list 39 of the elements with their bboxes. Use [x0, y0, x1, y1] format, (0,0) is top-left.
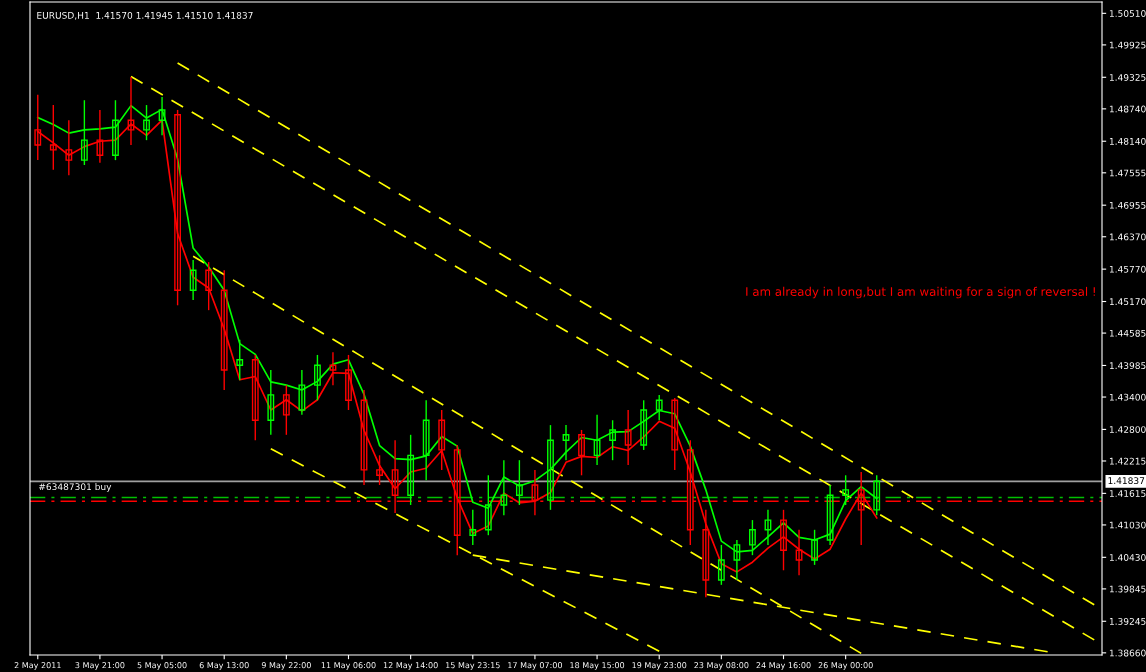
- y-tick-label: 1.48140: [1109, 137, 1146, 145]
- y-tick-label: 1.45770: [1109, 265, 1146, 273]
- y-tick-label: 1.49325: [1109, 74, 1146, 81]
- y-tick-label: 1.41030: [1109, 521, 1146, 529]
- annotation: I am already in long,but I am waiting for a sign of reversal !: [746, 286, 1095, 299]
- x-tick-label: 9 May 22:00: [261, 662, 311, 670]
- y-tick-label: 1.41615: [1109, 490, 1146, 497]
- y-tick-label: 1.46955: [1109, 201, 1146, 209]
- y-tick-label: 1.50510: [1109, 10, 1146, 17]
- ref-line-label: 1.41837: [1108, 477, 1145, 485]
- x-tick-label: 15 May 23:15: [446, 662, 500, 670]
- text: EURUSD,H1 1.41570 1.41945 1.41510 1.41837: [37, 11, 253, 20]
- x-tick-label: 2 May 2011: [14, 662, 61, 670]
- y-tick-label: 1.46370: [1109, 233, 1146, 241]
- y-tick-label: 1.43400: [1109, 393, 1146, 401]
- y-tick-label: 1.39845: [1109, 585, 1146, 593]
- x-tick-label: 23 May 08:00: [694, 662, 749, 670]
- ref-line-label: #63487301 buy: [39, 483, 112, 492]
- x-tick-label: 26 May 00:00: [818, 662, 873, 670]
- x-tick-label: 19 May 23:00: [632, 662, 687, 670]
- y-tick-label: 1.49925: [1109, 41, 1146, 49]
- y-tick-label: 1.44585: [1109, 329, 1146, 337]
- y-tick-label: 1.42800: [1109, 426, 1146, 433]
- y-tick-label: 1.39245: [1109, 618, 1146, 625]
- x-tick-label: 12 May 14:00: [383, 662, 438, 670]
- x-tick-label: 17 May 07:00: [508, 662, 563, 670]
- y-tick-label: 1.42215: [1109, 457, 1146, 465]
- x-tick-label: 24 May 16:00: [756, 662, 811, 670]
- y-tick-label: 1.40430: [1109, 554, 1146, 561]
- y-tick-label: 1.38660: [1109, 649, 1146, 657]
- x-tick-label: 5 May 05:00: [137, 662, 187, 670]
- x-tick-label: 3 May 21:00: [75, 662, 125, 670]
- x-tick-label: 18 May 15:00: [570, 662, 625, 670]
- y-tick-label: 1.48740: [1109, 105, 1146, 113]
- y-tick-label: 1.47555: [1109, 169, 1146, 177]
- y-tick-label: 1.45170: [1109, 298, 1146, 306]
- x-tick-label: 6 May 13:00: [199, 662, 249, 670]
- x-tick-label: 11 May 06:00: [321, 662, 376, 670]
- y-tick-label: 1.43985: [1109, 362, 1146, 370]
